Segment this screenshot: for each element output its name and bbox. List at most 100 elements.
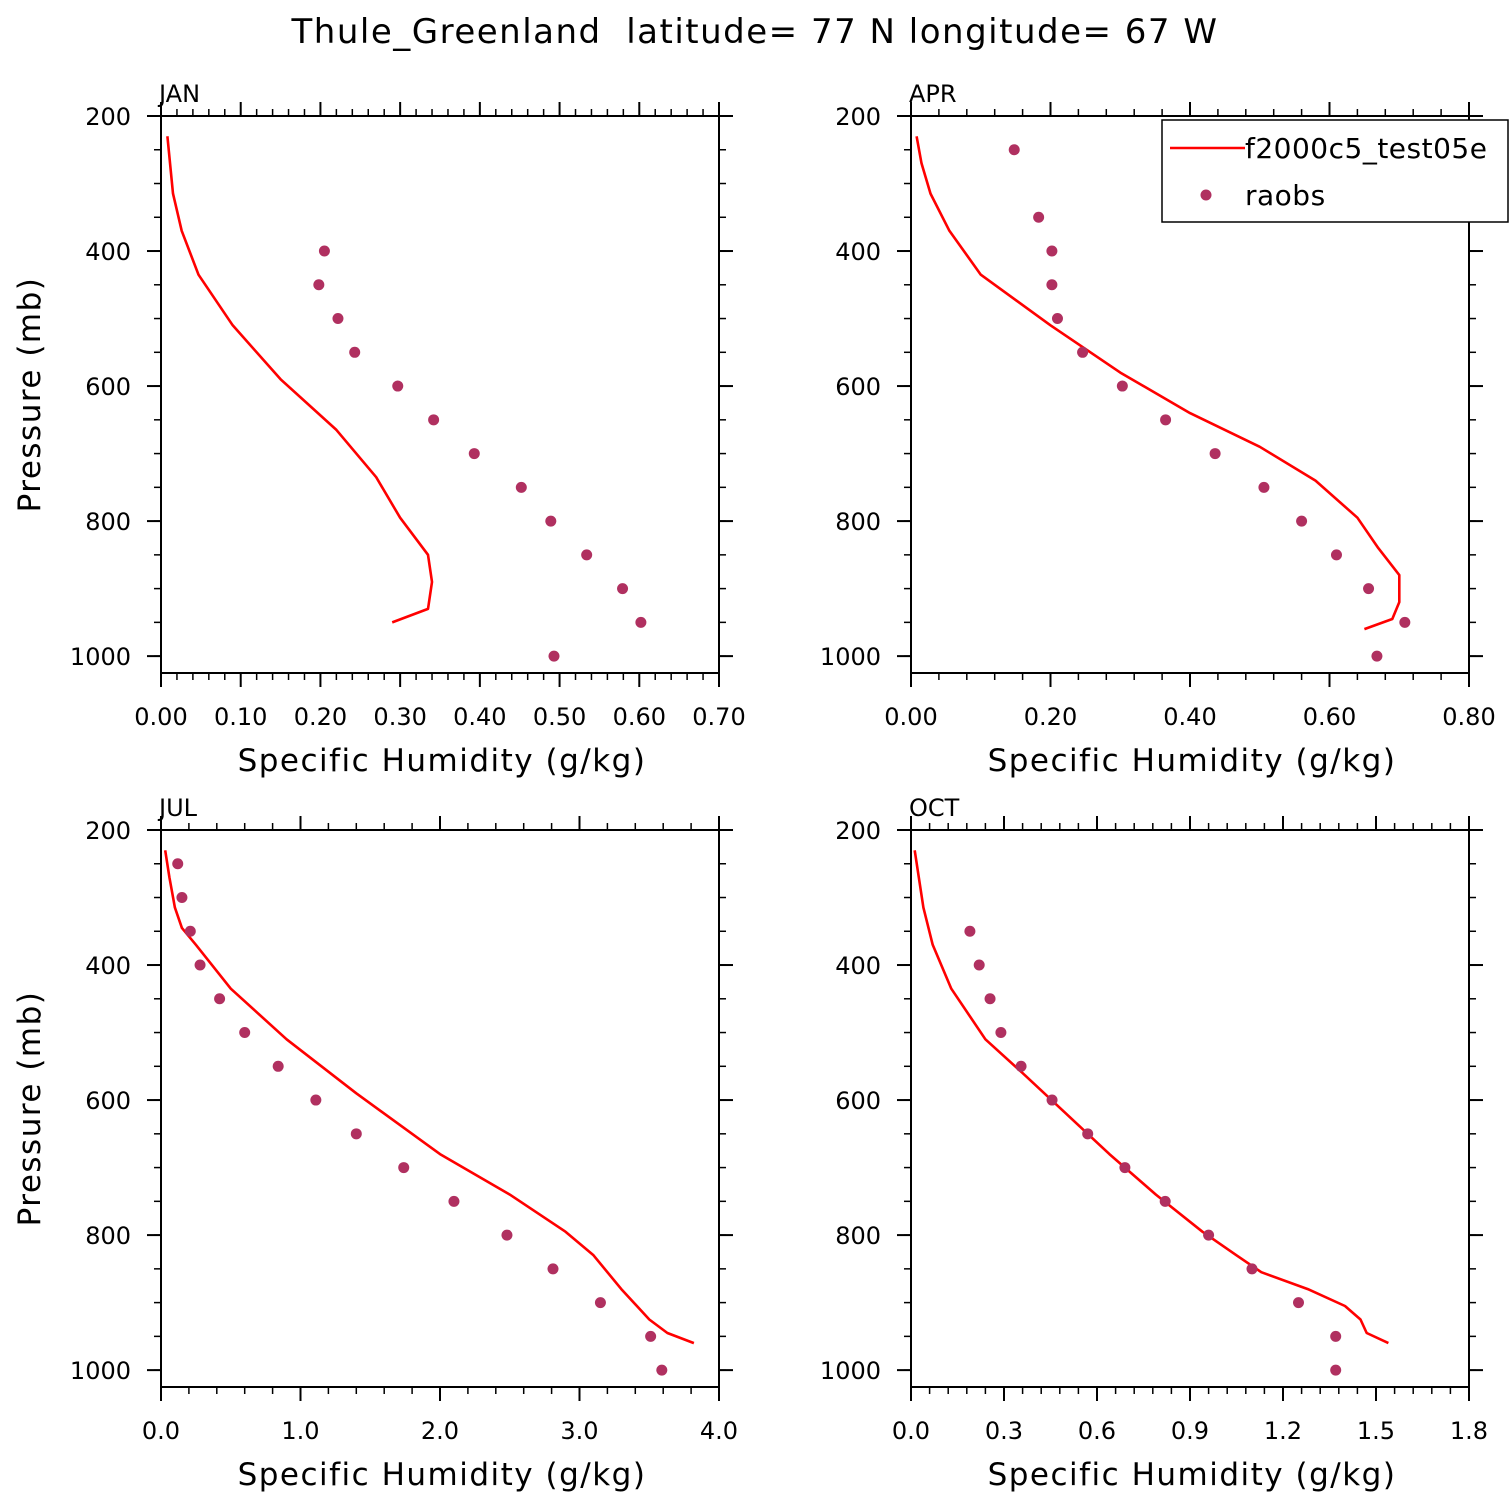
x-tick-label: 0.20 bbox=[1024, 703, 1077, 731]
panel-jul: JUL 0.0 1.0 2.0 3.0 4.0 200 400 600 800 1000 Specif… bbox=[12, 794, 738, 1493]
obs-point bbox=[1046, 279, 1058, 291]
obs-point bbox=[1159, 1195, 1171, 1207]
obs-point bbox=[332, 313, 344, 325]
obs-point bbox=[645, 1330, 657, 1342]
obs-point bbox=[1008, 144, 1020, 156]
obs-point bbox=[214, 993, 226, 1005]
x-tick-label: 0.0 bbox=[892, 1417, 930, 1445]
x-tick-label: 1.8 bbox=[1450, 1417, 1488, 1445]
model-line bbox=[163, 850, 695, 1345]
obs-point bbox=[349, 346, 361, 358]
legend-model-label: f2000c5_test05e bbox=[1245, 132, 1487, 165]
obs-point bbox=[428, 414, 440, 426]
obs-point bbox=[973, 959, 985, 971]
obs-point bbox=[318, 245, 330, 257]
x-tick-label: 1.2 bbox=[1264, 1417, 1302, 1445]
model-line bbox=[915, 136, 1401, 631]
x-axis-label: Specific Humidity (g/kg) bbox=[988, 743, 1397, 779]
x-tick-label: 0.9 bbox=[1171, 1417, 1209, 1445]
obs-point bbox=[272, 1060, 284, 1072]
obs-point bbox=[313, 279, 325, 291]
obs-point bbox=[1330, 549, 1342, 561]
x-tick-label: 2.0 bbox=[421, 1417, 459, 1445]
obs-point bbox=[548, 650, 560, 662]
obs-point bbox=[1296, 515, 1308, 527]
obs-point bbox=[448, 1195, 460, 1207]
y-tick-label: 800 bbox=[835, 1222, 881, 1250]
obs-point bbox=[1258, 481, 1270, 493]
obs-point bbox=[1363, 583, 1375, 595]
obs-point bbox=[1015, 1060, 1027, 1072]
obs-point bbox=[1160, 414, 1172, 426]
x-tick-label: 0.3 bbox=[985, 1417, 1023, 1445]
plot-frame bbox=[910, 829, 1470, 1388]
obs-point bbox=[398, 1162, 410, 1174]
x-tick-label: 1.0 bbox=[281, 1417, 319, 1445]
y-tick-label: 200 bbox=[835, 103, 881, 131]
panel-oct: OCT 0.0 0.3 0.6 0.9 1.2 1.5 1.8 200 400 600 800 1000… bbox=[820, 794, 1488, 1493]
x-tick-label: 0.70 bbox=[692, 703, 745, 731]
x-axis-label: Specific Humidity (g/kg) bbox=[238, 1457, 647, 1493]
obs-point bbox=[392, 380, 404, 392]
y-tick-label: 200 bbox=[85, 103, 131, 131]
obs-point bbox=[1046, 1094, 1058, 1106]
obs-point bbox=[617, 583, 629, 595]
x-tick-label: 3.0 bbox=[560, 1417, 598, 1445]
obs-point bbox=[656, 1364, 668, 1376]
x-tick-label: 0.00 bbox=[884, 703, 937, 731]
x-tick-label: 0.10 bbox=[214, 703, 267, 731]
panel-apr: APR 0.00 0.20 0.40 0.60 0.80 200 400 600 800 1000 S… bbox=[820, 80, 1509, 779]
x-tick-label: 0.40 bbox=[453, 703, 506, 731]
x-tick-label: 0.30 bbox=[373, 703, 426, 731]
y-tick-label: 200 bbox=[85, 817, 131, 845]
obs-point bbox=[176, 892, 188, 904]
y-tick-label: 1000 bbox=[820, 1357, 881, 1385]
obs-point bbox=[984, 993, 996, 1005]
obs-point bbox=[1077, 346, 1089, 358]
x-tick-label: 1.5 bbox=[1357, 1417, 1395, 1445]
obs-point bbox=[1116, 380, 1128, 392]
y-tick-label: 400 bbox=[85, 952, 131, 980]
x-tick-label: 0.0 bbox=[142, 1417, 180, 1445]
obs-point bbox=[1330, 1330, 1342, 1342]
y-tick-label: 400 bbox=[85, 238, 131, 266]
obs-point bbox=[1371, 650, 1383, 662]
panel-label-jan: JAN bbox=[157, 80, 200, 108]
model-line bbox=[913, 850, 1389, 1345]
x-tick-label: 0.20 bbox=[294, 703, 347, 731]
obs-point bbox=[547, 1263, 559, 1275]
x-tick-label: 0.60 bbox=[1303, 703, 1356, 731]
obs-point bbox=[1330, 1364, 1342, 1376]
x-tick-label: 0.40 bbox=[1163, 703, 1216, 731]
obs-point bbox=[515, 481, 527, 493]
panel-label-oct: OCT bbox=[909, 794, 960, 822]
obs-point bbox=[310, 1094, 322, 1106]
panel-label-jul: JUL bbox=[157, 794, 198, 822]
x-tick-label: 0.60 bbox=[613, 703, 666, 731]
obs-point bbox=[1293, 1297, 1304, 1309]
obs-point bbox=[635, 616, 647, 628]
obs-point bbox=[239, 1027, 251, 1039]
obs-point bbox=[184, 925, 196, 937]
obs-point bbox=[1246, 1263, 1258, 1275]
y-tick-label: 400 bbox=[835, 238, 881, 266]
obs-point bbox=[350, 1128, 362, 1140]
legend-box bbox=[1161, 119, 1509, 223]
y-tick-label: 600 bbox=[85, 373, 131, 401]
obs-point bbox=[1119, 1162, 1131, 1174]
x-tick-label: 0.00 bbox=[134, 703, 187, 731]
x-tick-label: 0.6 bbox=[1078, 1417, 1116, 1445]
obs-point bbox=[1399, 616, 1411, 628]
obs-point bbox=[501, 1229, 513, 1241]
y-tick-label: 600 bbox=[85, 1087, 131, 1115]
y-tick-label: 1000 bbox=[70, 643, 131, 671]
obs-point bbox=[1051, 313, 1063, 325]
x-tick-label: 4.0 bbox=[700, 1417, 738, 1445]
y-tick-label: 1000 bbox=[70, 1357, 131, 1385]
obs-point bbox=[581, 549, 593, 561]
obs-point bbox=[194, 959, 206, 971]
obs-point bbox=[1209, 448, 1221, 460]
y-tick-label: 600 bbox=[835, 373, 881, 401]
